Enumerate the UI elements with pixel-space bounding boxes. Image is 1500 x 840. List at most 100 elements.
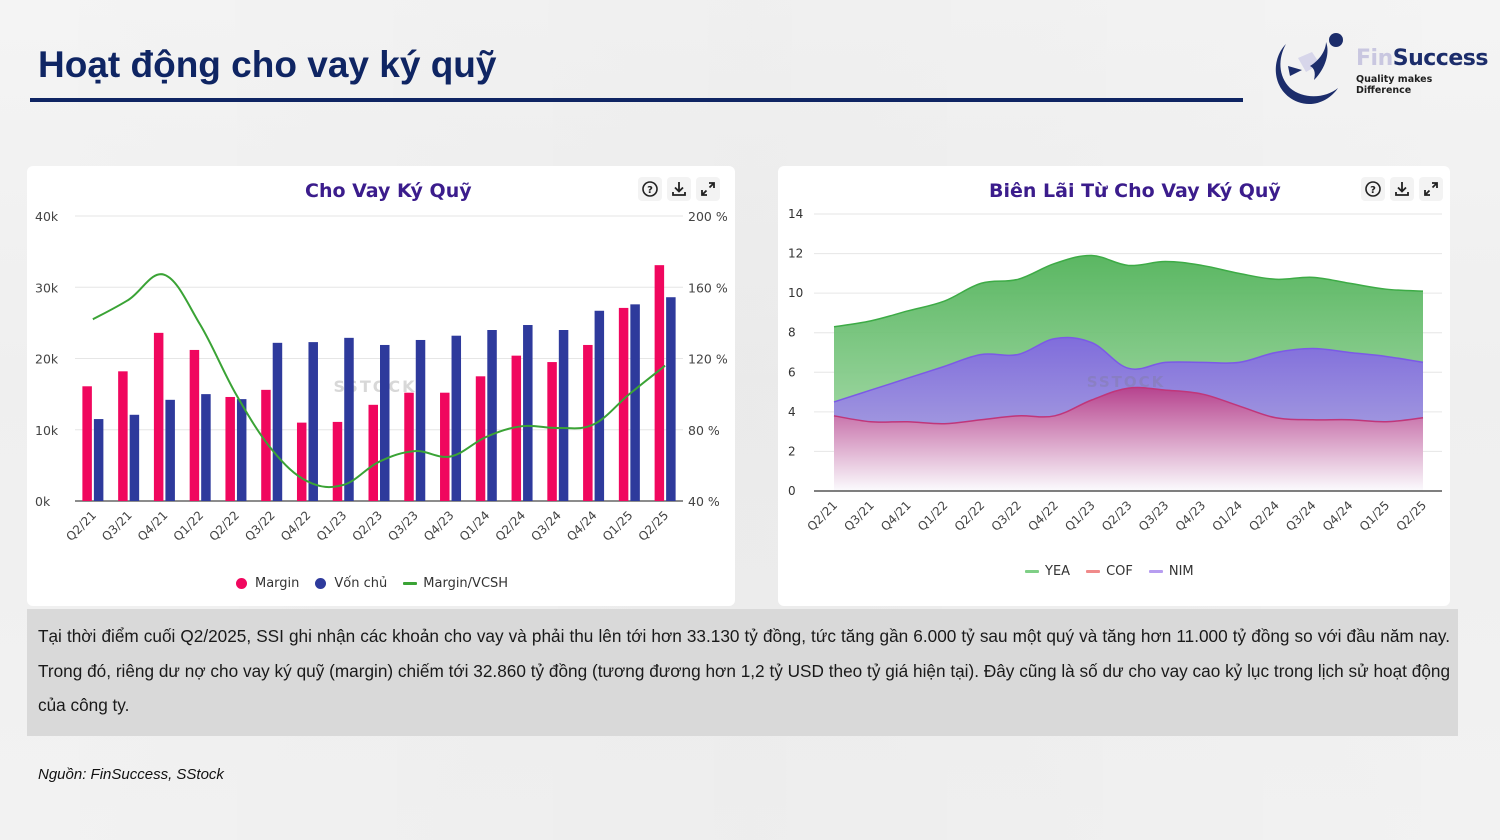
bar-von-chu [165,399,175,501]
y-tick-label: 8 [788,326,796,340]
bar-margin [261,389,271,501]
bar-margin [583,344,593,501]
bar-von-chu [666,297,676,501]
legend-item-margin-vcsh[interactable]: Margin/VCSH [403,576,508,591]
fullscreen-button[interactable] [1419,177,1443,201]
y2-tick-label: 40 % [688,494,720,509]
legend-item-cof[interactable]: COF [1086,564,1133,579]
download-icon [1395,182,1409,196]
x-tick-label: Q3/22 [989,498,1025,534]
watermark: SSTOCK [1087,373,1166,391]
line-nim [833,336,1424,403]
y-tick-label: 4 [788,405,796,419]
x-tick-label: Q3/21 [99,508,135,544]
bar-margin [118,371,128,501]
bar-margin [654,265,665,501]
legend-label: Vốn chủ [334,576,388,591]
download-button[interactable] [667,177,691,201]
description-text: Tại thời điểm cuối Q2/2025, SSI ghi nhận… [38,626,1450,715]
x-tick-label: Q3/21 [841,498,877,534]
y-tick-label: 0k [35,494,51,509]
y2-tick-label: 160 % [688,280,728,295]
x-tick-label: Q2/22 [952,498,988,534]
bar-von-chu [93,419,104,501]
legend-swatch [1086,570,1101,573]
margin-lending-chart: 0k 10k 20k 30k 40k 40 % 80 % 120 % 160 % 200 % SST… [35,209,728,544]
fullscreen-icon [1424,182,1438,196]
source-note: Nguồn: FinSuccess, SStock [38,766,224,783]
bar-margin [475,376,486,501]
watermark: SSTOCK [334,377,417,396]
bar-von-chu [344,337,354,501]
margin-lending-chart-card: Cho Vay Ký Quỹ ? 0k 10k 20k 30k 40k 40 % 80 % 1… [27,166,735,606]
x-tick-label: Q1/23 [1062,498,1098,534]
bar-margin [404,392,414,501]
logo-tagline: Quality makes Difference [1356,74,1433,96]
bar-margin [225,396,235,501]
page-title: Hoạt động cho vay ký quỹ [38,44,497,85]
download-button[interactable] [1390,177,1414,201]
logo-emblem-icon [1275,33,1343,105]
fullscreen-button[interactable] [696,177,720,201]
x-tick-label: Q4/22 [278,508,314,544]
legend-swatch [315,578,327,589]
bar-von-chu [594,310,605,501]
x-tick-label: Q2/24 [493,508,529,544]
legend-item-von-chu[interactable]: Vốn chủ [315,576,387,591]
bar-margin [153,332,164,501]
bar-von-chu [630,304,640,501]
help-icon: ? [1365,181,1381,197]
y-tick-label: 10k [35,423,59,438]
bar-margin [189,349,200,501]
legend-label: Margin [255,576,300,591]
line-yea [833,254,1424,328]
x-tick-label: Q3/24 [528,508,564,544]
line-cof [833,386,1424,425]
x-tick-label: Q1/25 [600,508,636,544]
x-tick-label: Q4/24 [564,508,600,544]
bar-von-chu [415,339,426,501]
area-cof [834,387,1423,491]
finsuccess-logo: FinSuccess Quality makes Difference [1268,30,1488,108]
legend-label: Margin/VCSH [423,576,509,591]
bar-margin [511,355,522,501]
y-tick-label: 2 [788,444,796,458]
bar-margin [440,392,450,501]
y-tick-label: 20k [35,352,59,367]
line-margin-vcsh [92,273,666,489]
bar-margin [368,404,378,501]
y2-tick-label: 200 % [688,209,728,224]
fullscreen-icon [701,182,715,196]
help-button[interactable]: ? [1361,177,1385,201]
svg-text:?: ? [1370,185,1376,196]
logo-wordmark: FinSuccess [1356,46,1488,71]
bar-von-chu [129,414,140,501]
bar-von-chu [272,342,283,501]
legend-swatch [236,578,247,589]
legend-item-yea[interactable]: YEA [1025,564,1070,579]
x-tick-label: Q3/22 [242,508,278,544]
y-tick-label: 30k [35,280,59,295]
bar-von-chu [201,394,211,501]
y-tick-label: 12 [788,247,803,261]
y2-tick-label: 120 % [688,352,728,367]
x-tick-label: Q2/22 [206,508,242,544]
legend-item-margin[interactable]: Margin [236,576,299,591]
bar-von-chu [558,330,569,501]
y-tick-label: 10 [788,286,803,300]
bar-von-chu [380,344,390,501]
legend-item-nim[interactable]: NIM [1148,564,1194,579]
legend-swatch [1148,570,1163,573]
legend-label: COF [1106,564,1133,579]
legend-swatch [1025,570,1039,573]
help-button[interactable]: ? [638,177,662,201]
chart-legend: YEA COF NIM [1025,564,1210,579]
bar-von-chu [487,330,497,501]
x-tick-label: Q4/24 [1320,498,1356,534]
download-icon [672,182,686,196]
bar-margin [82,386,92,501]
x-tick-label: Q2/24 [1246,498,1282,534]
x-tick-label: Q1/22 [171,508,207,544]
x-tick-label: Q2/25 [636,508,672,544]
x-tick-label: Q4/21 [135,508,171,544]
